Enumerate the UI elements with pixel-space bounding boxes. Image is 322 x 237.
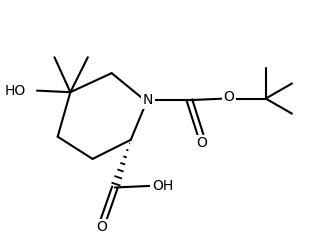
Text: O: O	[97, 220, 108, 234]
Text: O: O	[224, 90, 235, 104]
Text: N: N	[143, 93, 153, 107]
Text: OH: OH	[152, 179, 173, 193]
Text: O: O	[197, 136, 208, 150]
Text: HO: HO	[5, 84, 26, 98]
